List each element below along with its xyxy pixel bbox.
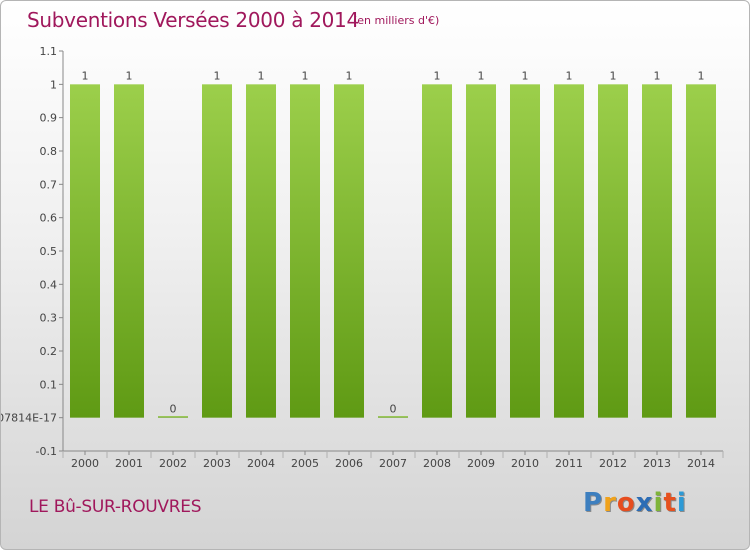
- x-tick-label: 2004: [247, 457, 275, 470]
- x-tick-label: 2006: [335, 457, 363, 470]
- data-label: 1: [698, 69, 705, 82]
- data-label: 1: [346, 69, 353, 82]
- y-tick-label: 0.1: [40, 378, 58, 391]
- y-tick-label: 0.8: [40, 145, 58, 158]
- bar: [554, 84, 584, 418]
- x-tick-label: 2008: [423, 457, 451, 470]
- data-label: 1: [566, 69, 573, 82]
- x-tick-label: 2009: [467, 457, 495, 470]
- bar: [246, 84, 276, 418]
- bar: [158, 416, 188, 418]
- data-label: 1: [522, 69, 529, 82]
- bar: [466, 84, 496, 418]
- proxiti-logo-letter: P: [583, 488, 604, 518]
- data-label: 1: [82, 69, 89, 82]
- proxiti-logo-letter: o: [616, 488, 636, 518]
- y-tick-label: 0.7: [40, 178, 58, 191]
- data-label: 1: [434, 69, 441, 82]
- bar: [202, 84, 232, 418]
- bar: [642, 84, 672, 418]
- bar: [510, 84, 540, 418]
- x-tick-label: 2010: [511, 457, 539, 470]
- proxiti-logo-letter: x: [635, 488, 654, 518]
- x-tick-label: 2001: [115, 457, 143, 470]
- x-tick-label: 2002: [159, 457, 187, 470]
- y-tick-label: 0.9: [40, 112, 58, 125]
- y-tick-label: 0.3: [40, 312, 58, 325]
- x-tick-label: 2005: [291, 457, 319, 470]
- y-tick-label: 1.3877787807814E-17: [1, 412, 57, 425]
- y-tick-label: 0.5: [40, 245, 58, 258]
- x-tick-label: 2003: [203, 457, 231, 470]
- x-tick-label: 2012: [599, 457, 627, 470]
- x-tick-label: 2011: [555, 457, 583, 470]
- y-tick-label: 0.4: [40, 278, 58, 291]
- commune-name: LE Bû-SUR-ROUVRES: [29, 497, 202, 517]
- y-tick-label: 1: [50, 78, 57, 91]
- data-label: 0: [170, 403, 177, 416]
- data-label: 1: [654, 69, 661, 82]
- data-label: 1: [610, 69, 617, 82]
- bar: [70, 84, 100, 418]
- data-label: 0: [390, 403, 397, 416]
- x-tick-label: 2000: [71, 457, 99, 470]
- proxiti-logo: Proxiti: [583, 488, 687, 518]
- bar: [422, 84, 452, 418]
- proxiti-logo-letter: i: [653, 488, 664, 518]
- data-label: 1: [258, 69, 265, 82]
- data-label: 1: [214, 69, 221, 82]
- y-tick-label: 0.2: [40, 345, 58, 358]
- proxiti-logo-letter: t: [663, 488, 677, 518]
- x-tick-label: 2013: [643, 457, 671, 470]
- x-tick-label: 2014: [687, 457, 715, 470]
- bar: [378, 416, 408, 418]
- chart-subtitle: (en milliers d'€): [353, 14, 440, 27]
- bar: [290, 84, 320, 418]
- data-label: 1: [302, 69, 309, 82]
- bar: [334, 84, 364, 418]
- data-label: 1: [126, 69, 133, 82]
- data-label: 1: [478, 69, 485, 82]
- bar: [598, 84, 628, 418]
- chart-title: Subventions Versées 2000 à 2014: [27, 8, 359, 32]
- y-tick-label: 1.1: [40, 45, 58, 58]
- proxiti-logo-letter: i: [676, 488, 687, 518]
- y-tick-label: -0.1: [36, 445, 57, 458]
- bar: [686, 84, 716, 418]
- x-tick-label: 2007: [379, 457, 407, 470]
- proxiti-logo-letter: r: [603, 488, 617, 518]
- bar: [114, 84, 144, 418]
- y-tick-label: 0.6: [40, 212, 58, 225]
